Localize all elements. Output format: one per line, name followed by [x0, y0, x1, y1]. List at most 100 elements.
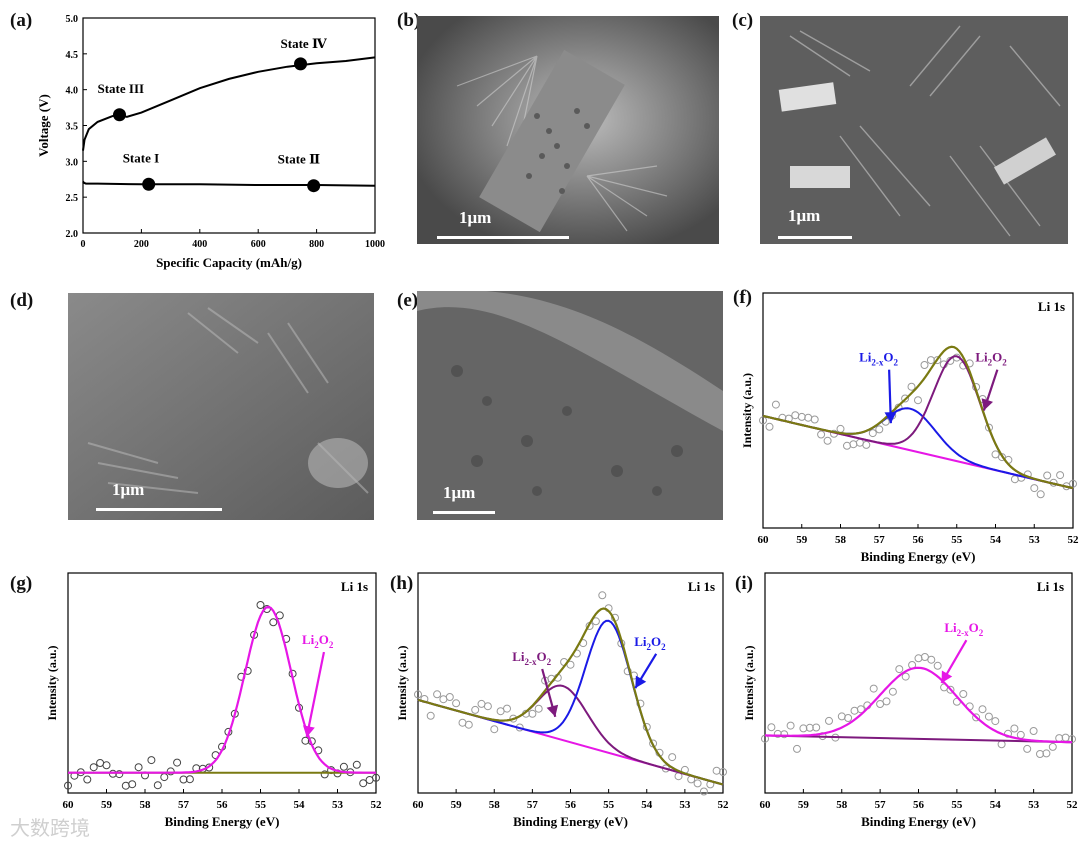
x-tick-label-f-4: 56	[913, 534, 925, 546]
sem-texture-d	[68, 293, 374, 520]
panel-i: (i) 60 59 58 57 56 55 54 53 52 Binding Energy (eV…	[735, 565, 1080, 842]
raw-point-i-43	[1036, 750, 1044, 758]
raw-point-i-45	[1048, 742, 1057, 751]
raw-point-i-40	[1016, 730, 1025, 739]
raw-point-h-0	[414, 690, 422, 699]
raw-point-i-4	[786, 721, 795, 730]
state-label-2: State I	[123, 150, 159, 165]
state-label-1: State Ⅳ	[281, 36, 327, 51]
plot-frame-h	[417, 572, 724, 794]
x-tick-label-a-5: 1000	[365, 239, 385, 250]
raw-point-f-12	[836, 424, 845, 433]
x-axis-label-i: Binding Energy (eV)	[861, 814, 976, 829]
y-axis-label-f: Intensity (a.u.)	[740, 373, 754, 448]
panel-b: (b) 1μm	[385, 0, 730, 260]
sem-texture-c	[760, 16, 1068, 244]
envelope-h	[417, 607, 724, 786]
raw-point-f-29	[946, 356, 955, 365]
raw-point-f-9	[817, 430, 826, 439]
raw-point-g-8	[115, 770, 124, 779]
plot-frame-i	[764, 572, 1073, 794]
raw-point-f-44	[1043, 471, 1052, 480]
y-tick-label-a-6: 5.0	[66, 14, 79, 25]
xps-chart-g: 60 59 58 57 56 55 54 53 52 Binding Energy (eV) Int…	[45, 572, 382, 829]
raw-point-f-36	[991, 450, 1000, 459]
scale-label-b: 1μm	[459, 208, 492, 227]
raw-point-i-8	[812, 723, 821, 732]
panel-f-label: (f)	[733, 287, 752, 308]
raw-point-f-10	[823, 436, 832, 445]
raw-point-g-18	[179, 775, 188, 784]
raw-point-g-11	[134, 763, 143, 772]
series-line-charge	[82, 56, 376, 151]
raw-point-f-46	[1056, 471, 1065, 480]
raw-point-g-30	[256, 601, 265, 609]
raw-point-g-0	[64, 781, 72, 790]
x-tick-label-g-0: 60	[63, 799, 75, 811]
raw-point-i-44	[1042, 749, 1051, 758]
plot-frame-g	[67, 572, 377, 794]
annotation-i-0: Li2-xO2	[944, 620, 983, 638]
raw-point-g-32	[269, 618, 278, 627]
raw-point-g-43	[339, 762, 348, 771]
title-f: Li 1s	[1038, 299, 1065, 314]
raw-point-i-42	[1029, 727, 1038, 735]
x-tick-label-g-4: 56	[217, 799, 229, 811]
raw-point-g-6	[102, 761, 111, 770]
state-label-0: State III	[98, 81, 145, 96]
xps-chart-h: 60 59 58 57 56 55 54 53 52 Binding Energy (eV) Int…	[395, 572, 729, 829]
scale-label-e: 1μm	[443, 483, 476, 502]
voltage-capacity-chart: 0 200 400 600 800 1000 2.0 2.5 3.0 3.5 4.0 4.5 5.0 Sp…	[36, 14, 385, 270]
y-tick-label-a-5: 4.5	[66, 50, 79, 61]
raw-point-i-33	[972, 713, 981, 722]
panel-i-label: (i)	[735, 573, 753, 594]
x-tick-label-f-0: 60	[758, 534, 770, 546]
raw-point-g-48	[372, 773, 380, 782]
title-i: Li 1s	[1037, 579, 1064, 594]
raw-point-g-10	[128, 780, 137, 789]
raw-point-f-25	[920, 361, 929, 369]
raw-point-h-6	[452, 699, 461, 708]
raw-point-g-14	[153, 781, 162, 790]
panel-d-label: (d)	[10, 290, 34, 311]
x-tick-label-a-0: 0	[81, 239, 86, 250]
arrow-head-h-0	[546, 704, 559, 717]
scale-label-c: 1μm	[788, 206, 821, 225]
raw-point-h-48	[719, 768, 727, 776]
x-tick-label-h-0: 60	[413, 799, 425, 811]
x-tick-label-g-6: 54	[294, 799, 306, 811]
raw-point-g-28	[243, 666, 252, 675]
state-marker-3	[307, 179, 321, 193]
x-axis-label-a: Specific Capacity (mAh/g)	[156, 255, 302, 270]
x-tick-label-i-0: 60	[760, 799, 772, 811]
peak-f-1	[762, 355, 1074, 490]
x-tick-label-f-8: 52	[1068, 534, 1080, 546]
raw-point-i-35	[984, 712, 993, 721]
raw-point-h-44	[693, 779, 702, 788]
x-tick-label-a-3: 600	[251, 239, 266, 250]
raw-point-h-3	[433, 690, 442, 699]
raw-point-i-36	[991, 717, 1000, 726]
raw-point-h-12	[490, 725, 499, 734]
x-axis-label-g: Binding Energy (eV)	[165, 814, 280, 829]
sem-texture-e	[417, 291, 723, 520]
panel-g-label: (g)	[10, 573, 33, 594]
sem-image-e: 1μm	[417, 291, 723, 520]
x-tick-label-i-4: 56	[913, 799, 925, 811]
sem-image-c: 1μm	[760, 16, 1068, 244]
raw-point-f-37	[998, 453, 1006, 462]
raw-point-i-21	[895, 665, 904, 674]
x-tick-label-h-5: 55	[603, 799, 615, 811]
raw-point-f-26	[926, 356, 935, 365]
sem-image-b: 1μm	[417, 16, 719, 244]
raw-point-i-39	[1010, 724, 1019, 733]
raw-point-i-3	[780, 730, 789, 739]
panel-h: (h) 60 59 58 57 56 55 54 53 52 Binding Energy (eV…	[385, 565, 735, 842]
annotation-h-1: Li2O2	[634, 634, 666, 652]
raw-point-i-10	[825, 716, 833, 725]
x-tick-label-f-5: 55	[951, 534, 963, 546]
x-tick-label-a-2: 400	[192, 239, 207, 250]
raw-point-h-2	[426, 711, 435, 720]
raw-point-i-24	[914, 654, 923, 663]
raw-point-f-2	[771, 400, 780, 409]
